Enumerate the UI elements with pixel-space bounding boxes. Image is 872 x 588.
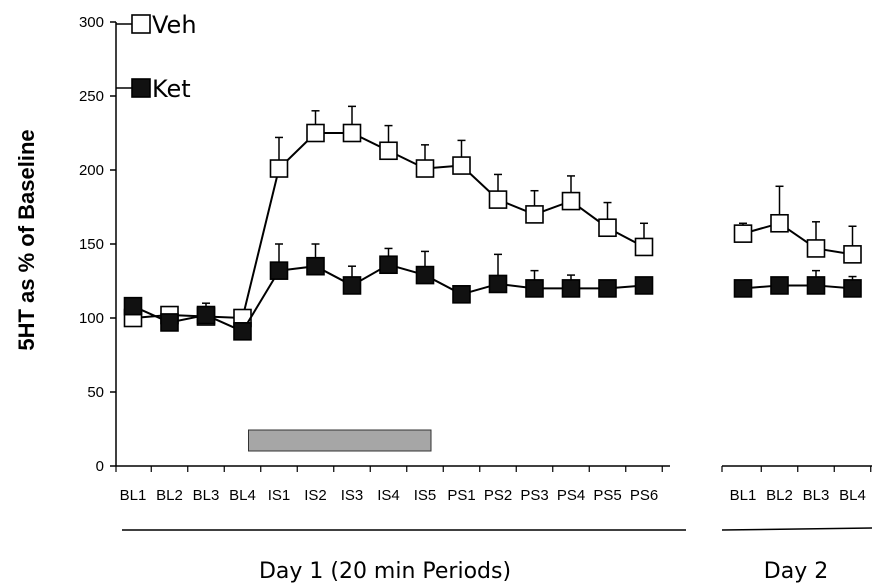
- day1-x-tick-label: PS4: [557, 487, 585, 504]
- day1-x-tick-label: IS3: [341, 487, 364, 504]
- ket-day1-point: [379, 255, 398, 275]
- day2-group-line: [721, 527, 872, 531]
- stimulus-bar: [248, 429, 432, 452]
- ket-day1-point: [634, 276, 654, 295]
- veh-day2-line: [742, 222, 853, 256]
- day1-x-tick-label: PS2: [484, 487, 512, 504]
- veh-day1-point: [561, 191, 581, 211]
- day1-x-tick-label: PS6: [630, 487, 658, 504]
- veh-day1-point: [488, 190, 508, 209]
- series-layer: [123, 105, 862, 341]
- ket-day2-point: [806, 276, 826, 295]
- y-axis: 0 50 100 150 200 250 300: [79, 14, 117, 475]
- veh-day2-point: [806, 239, 826, 258]
- legend-label-veh: Veh: [152, 11, 197, 39]
- veh-day1-point: [269, 159, 289, 178]
- ket-day1-point: [269, 261, 289, 280]
- day1-x-tick-label: BL4: [229, 487, 256, 504]
- ket-day1-point: [342, 276, 362, 295]
- veh-day1-point: [379, 141, 398, 161]
- day1-x-tick-label: IS1: [268, 487, 291, 504]
- legend: Veh Ket: [116, 11, 197, 103]
- ket-day1-point: [306, 256, 325, 276]
- ket-day1-point: [196, 305, 216, 325]
- legend-marker-veh: [131, 14, 151, 34]
- day2-x-tick-label: BL4: [839, 487, 866, 504]
- veh-day1-point: [634, 237, 654, 257]
- day1-x-tick-label: PS1: [447, 487, 475, 504]
- legend-marker-ket: [131, 78, 151, 98]
- veh-day2-point: [733, 224, 753, 243]
- ket-day2-line: [742, 284, 853, 290]
- stimulus-bar-group: [248, 429, 432, 452]
- y-tick-label: 300: [79, 14, 104, 31]
- ket-day2-point: [770, 276, 789, 295]
- veh-day2-point: [770, 213, 789, 233]
- veh-day2-point: [843, 245, 862, 264]
- veh-day1-point: [525, 205, 544, 224]
- day1-x-tick-label: IS5: [414, 487, 437, 504]
- ket-day1-point: [488, 274, 508, 294]
- day1-x-tick-label: PS5: [593, 487, 621, 504]
- ket-day1-point: [598, 279, 617, 298]
- day1-x-tick-label: BL1: [120, 487, 147, 504]
- ket-day2-point: [843, 279, 862, 298]
- x-axes: BL1 BL2 BL3 BL4 IS1 IS2 IS3 IS4 IS5 PS1 PS2 PS3 PS4 P…: [115, 465, 872, 584]
- day1-x-tick-label: IS2: [304, 487, 327, 504]
- day1-x-tick-label: IS4: [377, 487, 400, 504]
- veh-day1-point: [342, 123, 362, 143]
- day2-x-tick-label: BL2: [766, 487, 793, 504]
- y-axis-title: 5HT as % of Baseline: [14, 129, 39, 350]
- veh-day1-point: [306, 123, 325, 143]
- day2-group-label: Day 2: [764, 559, 828, 584]
- veh-day1-point: [598, 218, 617, 238]
- ket-day1-point: [160, 313, 179, 332]
- legend-label-ket: Ket: [152, 75, 191, 103]
- ket-day1-point: [233, 322, 252, 341]
- ket-day1-point: [452, 285, 471, 304]
- ket-day1-point: [525, 279, 544, 298]
- ket-day1-point: [561, 279, 581, 298]
- y-tick-label: 250: [79, 88, 104, 105]
- veh-day1-point: [415, 159, 435, 178]
- ket-day1-point: [123, 296, 143, 316]
- y-tick-label: 0: [96, 458, 104, 475]
- day1-x-tick-label: BL2: [156, 487, 183, 504]
- y-tick-label: 50: [87, 384, 104, 401]
- day1-x-tick-label: PS3: [520, 487, 548, 504]
- day2-x-tick-label: BL1: [730, 487, 757, 504]
- ket-day2-point: [733, 279, 753, 298]
- veh-day1-point: [452, 156, 471, 175]
- ket-day1-point: [415, 265, 435, 285]
- y-tick-label: 200: [79, 162, 104, 179]
- day2-x-tick-label: BL3: [803, 487, 830, 504]
- day1-group-label: Day 1 (20 min Periods): [259, 559, 511, 584]
- y-tick-label: 150: [79, 236, 104, 253]
- y-tick-label: 100: [79, 310, 104, 327]
- day1-x-tick-label: BL3: [193, 487, 220, 504]
